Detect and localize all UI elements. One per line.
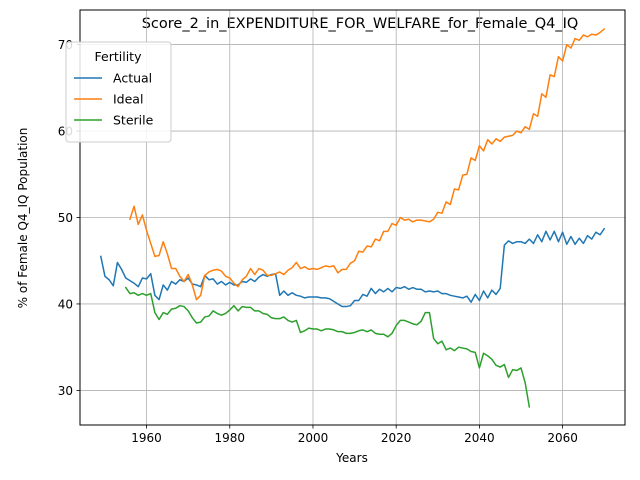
series-line-ideal — [128, 27, 606, 301]
x-axis-label: Years — [335, 451, 368, 465]
x-axis: 1960 1980 2000 2020 2040 2060 — [131, 425, 578, 445]
series-layer — [99, 27, 606, 408]
chart-title: Score_2_in_EXPENDITURE_FOR_WELFARE_for_F… — [142, 16, 579, 32]
legend-label-actual: Actual — [113, 71, 152, 86]
y-tick-label: 30 — [58, 384, 73, 398]
legend-box — [65, 41, 172, 143]
x-tick-label: 2020 — [381, 431, 412, 445]
series-line-actual — [99, 227, 606, 308]
x-tick-label: 2040 — [464, 431, 495, 445]
x-tick-label: 1960 — [131, 431, 162, 445]
y-tick-label: 40 — [58, 297, 73, 311]
legend: Fertility Actual Ideal Sterile — [65, 41, 172, 143]
y-axis-label: % of Female Q4_IQ Population — [16, 128, 30, 309]
x-tick-label: 2060 — [547, 431, 578, 445]
x-tick-label: 2000 — [298, 431, 329, 445]
legend-label-sterile: Sterile — [113, 113, 154, 128]
legend-title: Fertility — [95, 49, 143, 64]
x-tick-label: 1980 — [214, 431, 245, 445]
legend-label-ideal: Ideal — [113, 92, 143, 107]
series-line-sterile — [124, 286, 531, 408]
y-tick-label: 50 — [58, 211, 73, 225]
